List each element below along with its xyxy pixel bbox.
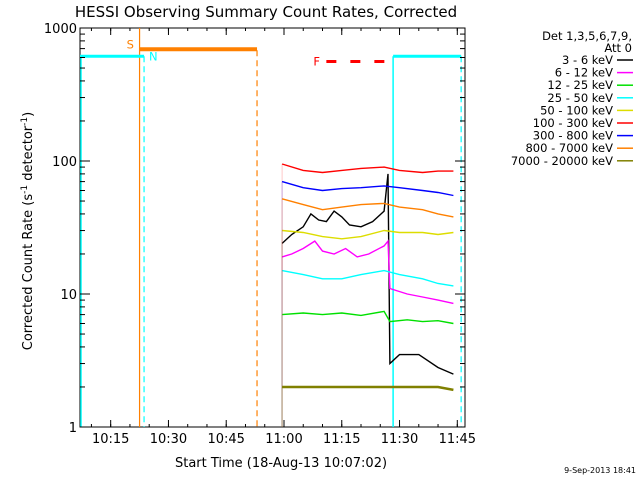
y-tick-label: 100: [52, 155, 77, 170]
y-tick-label: 1000: [44, 22, 77, 37]
legend-entry-label: 3 - 6 keV: [562, 53, 613, 67]
x-tick-label: 10:15: [92, 432, 129, 447]
legend-entry-label: 12 - 25 keV: [547, 78, 613, 92]
series-line: [281, 163, 454, 174]
legend-entry-label: 800 - 7000 keV: [525, 141, 613, 155]
y-tick-label: 1: [69, 421, 77, 436]
x-tick-label: 11:30: [381, 432, 418, 447]
x-tick-label: 11:45: [439, 432, 476, 447]
annotation-layer: S N F: [80, 28, 462, 427]
series-line: [281, 180, 454, 197]
series-line: [281, 239, 454, 305]
legend-entry-label: 6 - 12 keV: [555, 66, 613, 80]
series-line: [281, 198, 454, 218]
series-layer: [281, 163, 454, 427]
x-tick-label: 10:30: [150, 432, 187, 447]
saa-label: S: [127, 37, 134, 51]
flare-label: F: [313, 54, 320, 68]
x-tick-label: 10:45: [207, 432, 244, 447]
y-axis-label: Corrected Count Rate (s-1 detector-1): [20, 112, 36, 350]
plot-frame-rect: [79, 27, 466, 428]
night-label: N: [149, 49, 158, 63]
series-line: [282, 385, 454, 392]
x-tick-label: 11:00: [265, 432, 302, 447]
y-tick-label: 10: [60, 288, 77, 303]
series-line: [281, 269, 454, 287]
x-axis-label: Start Time (18-Aug-13 10:07:02): [175, 456, 387, 471]
series-line: [281, 173, 454, 375]
series-line: [282, 310, 454, 325]
legend-entry-label: 100 - 300 keV: [533, 116, 613, 130]
legend-entry-label: 7000 - 20000 keV: [511, 154, 613, 168]
timestamp: 9-Sep-2013 18:41: [564, 466, 636, 475]
legend-entry-label: 300 - 800 keV: [533, 129, 613, 143]
chart-title: HESSI Observing Summary Count Rates, Cor…: [75, 3, 457, 21]
legend-entry-label: 50 - 100 keV: [540, 103, 613, 117]
plot-frame: [79, 27, 466, 428]
legend-entry-label: 25 - 50 keV: [547, 91, 613, 105]
axes-layer: 10:15 10:30 10:45 11:00 11:15 11:30 11:45 1 10 10…: [44, 22, 476, 447]
series-line: [282, 229, 454, 240]
x-tick-label: 11:15: [323, 432, 360, 447]
legend-header-detectors: Det 1,3,5,6,7,9,: [542, 29, 632, 43]
legend-header-attenuator: Att 0: [604, 41, 632, 55]
